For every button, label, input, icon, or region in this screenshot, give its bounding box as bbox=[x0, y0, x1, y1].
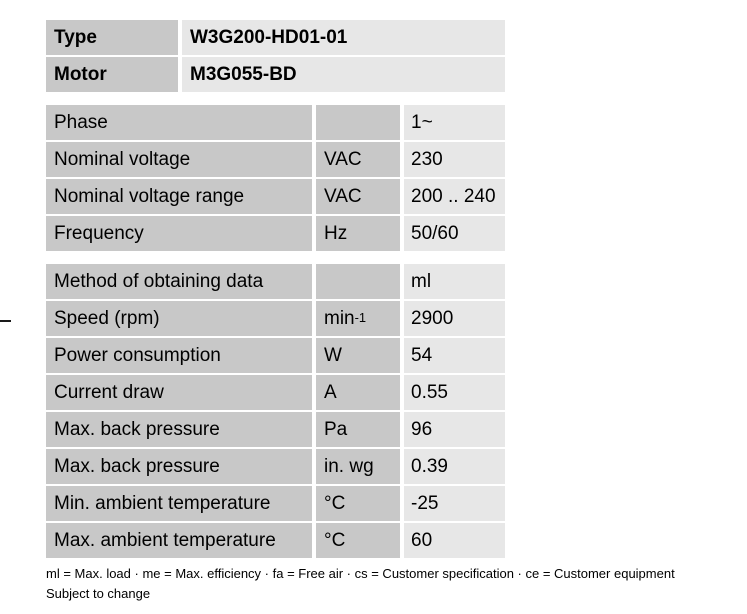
spec-row: Max. back pressure in. wg 0.39 bbox=[46, 449, 505, 484]
spec-row: Frequency Hz 50/60 bbox=[46, 216, 505, 251]
unit-text: in. wg bbox=[324, 456, 374, 477]
spec-row: Nominal voltage range VAC 200 .. 240 bbox=[46, 179, 505, 214]
spec-label-cell: Frequency bbox=[46, 216, 312, 251]
spec-label-cell: Phase bbox=[46, 105, 312, 140]
spec-row: Max. ambient temperature °C 60 bbox=[46, 523, 505, 558]
unit-text: min bbox=[324, 308, 355, 329]
spec-label-cell: Max. back pressure bbox=[46, 449, 312, 484]
spec-label-cell: Power consumption bbox=[46, 338, 312, 373]
spec-value-cell: 50/60 bbox=[404, 216, 505, 251]
spec-label-cell: Current draw bbox=[46, 375, 312, 410]
spec-label-cell: Speed (rpm) bbox=[46, 301, 312, 336]
spec-row: Speed (rpm) min -1 2900 bbox=[46, 301, 505, 336]
spec-label-cell: Max. ambient temperature bbox=[46, 523, 312, 558]
unit-text: VAC bbox=[324, 186, 362, 207]
spec-value-cell: W3G200-HD01-01 bbox=[182, 20, 505, 55]
spec-row: Method of obtaining data ml bbox=[46, 264, 505, 299]
spec-value-cell: 0.55 bbox=[404, 375, 505, 410]
spec-value-cell: 54 bbox=[404, 338, 505, 373]
spec-unit-cell bbox=[316, 105, 400, 140]
spec-unit-cell: °C bbox=[316, 523, 400, 558]
spec-label-cell: Max. back pressure bbox=[46, 412, 312, 447]
spec-value-cell: 2900 bbox=[404, 301, 505, 336]
footer: ml = Max. load · me = Max. efficiency · … bbox=[46, 564, 675, 604]
spec-row: Motor M3G055-BD bbox=[46, 57, 505, 92]
spec-row: Type W3G200-HD01-01 bbox=[46, 20, 505, 55]
spec-value-cell: ml bbox=[404, 264, 505, 299]
spec-value-cell: 60 bbox=[404, 523, 505, 558]
spec-value-cell: -25 bbox=[404, 486, 505, 521]
spec-value-cell: 96 bbox=[404, 412, 505, 447]
legend-text: ml = Max. load · me = Max. efficiency · … bbox=[46, 566, 675, 581]
spec-label-cell: Min. ambient temperature bbox=[46, 486, 312, 521]
spec-unit-cell: VAC bbox=[316, 142, 400, 177]
specification-table: Type W3G200-HD01-01 Motor M3G055-BD Phas… bbox=[46, 20, 505, 558]
spec-unit-cell: A bbox=[316, 375, 400, 410]
spec-label-cell: Method of obtaining data bbox=[46, 264, 312, 299]
subject-to-change-note: Subject to change bbox=[46, 586, 151, 601]
spec-unit-cell: W bbox=[316, 338, 400, 373]
spec-value-cell: 230 bbox=[404, 142, 505, 177]
spec-row: Power consumption W 54 bbox=[46, 338, 505, 373]
spec-label-cell: Type bbox=[46, 20, 178, 55]
unit-text: VAC bbox=[324, 149, 362, 170]
spec-unit-cell: VAC bbox=[316, 179, 400, 214]
unit-text: °C bbox=[324, 530, 346, 551]
spec-label-cell: Nominal voltage range bbox=[46, 179, 312, 214]
unit-text: W bbox=[324, 345, 342, 366]
spec-unit-cell: Pa bbox=[316, 412, 400, 447]
unit-text: °C bbox=[324, 493, 346, 514]
performance-table: Method of obtaining data ml Speed (rpm) … bbox=[46, 264, 505, 558]
spec-row: Min. ambient temperature °C -25 bbox=[46, 486, 505, 521]
spec-unit-cell: °C bbox=[316, 486, 400, 521]
spec-unit-cell: min -1 bbox=[316, 301, 400, 336]
unit-text: A bbox=[324, 382, 337, 403]
spec-row: Phase 1~ bbox=[46, 105, 505, 140]
unit-text: Pa bbox=[324, 419, 348, 440]
electrical-table: Phase 1~ Nominal voltage VAC 230 Nominal… bbox=[46, 105, 505, 251]
unit-text: Hz bbox=[324, 223, 348, 244]
spec-value-cell: M3G055-BD bbox=[182, 57, 505, 92]
spec-unit-cell bbox=[316, 264, 400, 299]
spec-label-cell: Motor bbox=[46, 57, 178, 92]
spec-row: Max. back pressure Pa 96 bbox=[46, 412, 505, 447]
spec-row: Nominal voltage VAC 230 bbox=[46, 142, 505, 177]
spec-unit-cell: Hz bbox=[316, 216, 400, 251]
spec-value-cell: 0.39 bbox=[404, 449, 505, 484]
identification-table: Type W3G200-HD01-01 Motor M3G055-BD bbox=[46, 20, 505, 92]
margin-crop-mark bbox=[0, 320, 11, 322]
spec-row: Current draw A 0.55 bbox=[46, 375, 505, 410]
spec-unit-cell: in. wg bbox=[316, 449, 400, 484]
spec-value-cell: 1~ bbox=[404, 105, 505, 140]
spec-value-cell: 200 .. 240 bbox=[404, 179, 505, 214]
spec-label-cell: Nominal voltage bbox=[46, 142, 312, 177]
